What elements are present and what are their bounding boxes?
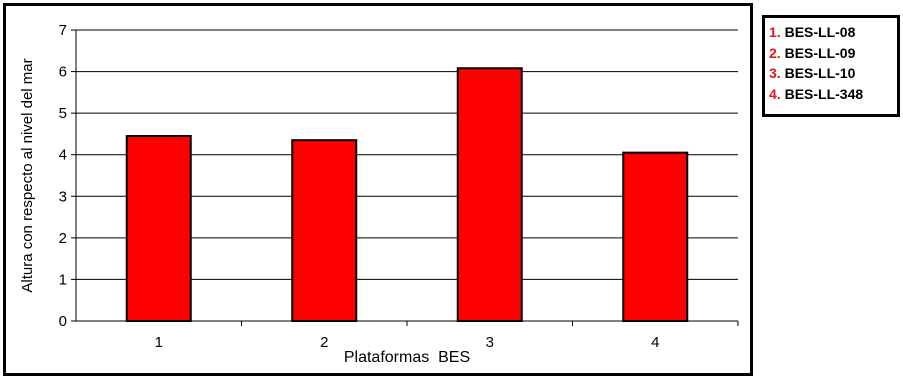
legend-label: BES-LL-10: [784, 65, 856, 81]
legend-item-1: 1. BES-LL-08: [769, 22, 897, 43]
legend-label: BES-LL-08: [784, 24, 856, 40]
x-tick-label: 1: [155, 334, 163, 351]
legend-label: BES-LL-09: [784, 44, 856, 61]
x-tick-label: 2: [320, 334, 328, 351]
y-tick-label: 7: [59, 22, 67, 39]
legend-number: 1.: [769, 24, 781, 40]
legend-number: 4.: [769, 85, 781, 102]
legend-item-3: 3. BES-LL-10: [769, 63, 897, 84]
y-tick-label: 2: [59, 230, 67, 247]
y-axis-label: Altura con respecto al nivel del mar: [19, 58, 36, 292]
y-tick-label: 1: [59, 271, 67, 288]
bar-2: [291, 139, 358, 322]
y-tick-label: 3: [59, 188, 67, 205]
bar-1: [125, 135, 192, 322]
bar-3: [456, 67, 523, 323]
y-tick-label: 0: [59, 313, 67, 330]
chart-frame: 0 1 2 3 4 5 6 7 1 2 3 4 Plataformas BES Altura con re…: [3, 3, 753, 376]
legend-item-4: 4. BES-LL-348: [769, 84, 897, 105]
y-tick-label: 6: [59, 64, 67, 81]
legend-number: 2.: [769, 44, 781, 61]
legend-label: BES-LL-348: [784, 85, 864, 102]
legend-number: 3.: [769, 65, 781, 81]
y-tick-label: 5: [59, 105, 67, 122]
bar-chart: 0 1 2 3 4 5 6 7 1 2 3 4 Plataformas BES Altura con re…: [19, 22, 739, 366]
bar-4: [622, 151, 689, 322]
x-axis-label: Plataformas BES: [344, 349, 470, 366]
chart-legend: 1. BES-LL-08 2. BES-LL-09 3. BES-LL-10 4…: [762, 15, 900, 117]
x-tick-label: 4: [651, 334, 659, 351]
y-tick-label: 4: [59, 147, 67, 164]
x-tick-label: 3: [486, 334, 494, 351]
legend-item-2: 2. BES-LL-09: [769, 43, 897, 64]
